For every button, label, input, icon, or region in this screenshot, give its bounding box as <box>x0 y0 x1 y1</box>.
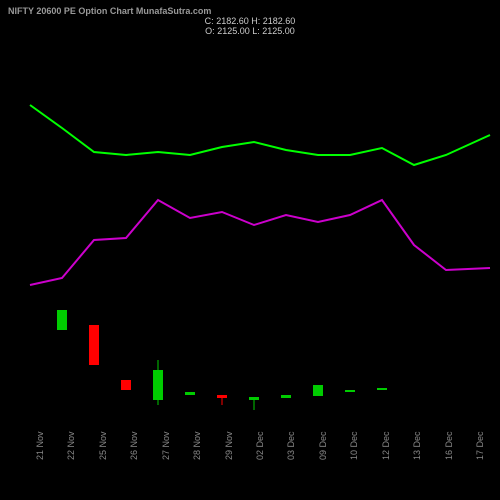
x-axis-label: 28 Nov <box>192 431 202 460</box>
x-axis-label: 22 Nov <box>66 431 76 460</box>
candle-body <box>377 388 387 390</box>
close-readout: C: 2182.60 <box>205 16 249 26</box>
candle-body <box>89 325 99 365</box>
low-readout: L: 2125.00 <box>252 26 295 36</box>
x-axis-label: 10 Dec <box>349 431 359 460</box>
chart-area <box>30 40 490 420</box>
x-axis-label: 17 Dec <box>475 431 485 460</box>
chart-svg <box>30 40 490 420</box>
x-axis: 21 Nov 22 Nov 25 Nov 26 Nov 27 Nov 28 Nov 29 N… <box>30 420 490 500</box>
candle-body <box>57 310 67 330</box>
x-axis-label: 13 Dec <box>412 431 422 460</box>
candle-body <box>185 392 195 395</box>
candle-body <box>121 380 131 390</box>
chart-title: NIFTY 20600 PE Option Chart MunafaSutra.… <box>8 6 211 16</box>
x-axis-label: 02 Dec <box>255 431 265 460</box>
ohlc-block: C: 2182.60 H: 2182.60 O: 2125.00 L: 2125… <box>0 16 500 36</box>
candle-body <box>249 397 259 400</box>
x-axis-label: 26 Nov <box>129 431 139 460</box>
high-readout: H: 2182.60 <box>251 16 295 26</box>
x-axis-label: 16 Dec <box>444 431 454 460</box>
open-readout: O: 2125.00 <box>205 26 250 36</box>
x-axis-label: 29 Nov <box>224 431 234 460</box>
candle-body <box>313 385 323 396</box>
candle-body <box>281 395 291 398</box>
x-axis-label: 27 Nov <box>161 431 171 460</box>
x-axis-label: 03 Dec <box>286 431 296 460</box>
x-axis-label: 09 Dec <box>318 431 328 460</box>
candle-body <box>217 395 227 398</box>
x-axis-label: 25 Nov <box>98 431 108 460</box>
candle-body <box>345 390 355 392</box>
candle-body <box>153 370 163 400</box>
x-axis-label: 12 Dec <box>381 431 391 460</box>
x-axis-label: 21 Nov <box>35 431 45 460</box>
